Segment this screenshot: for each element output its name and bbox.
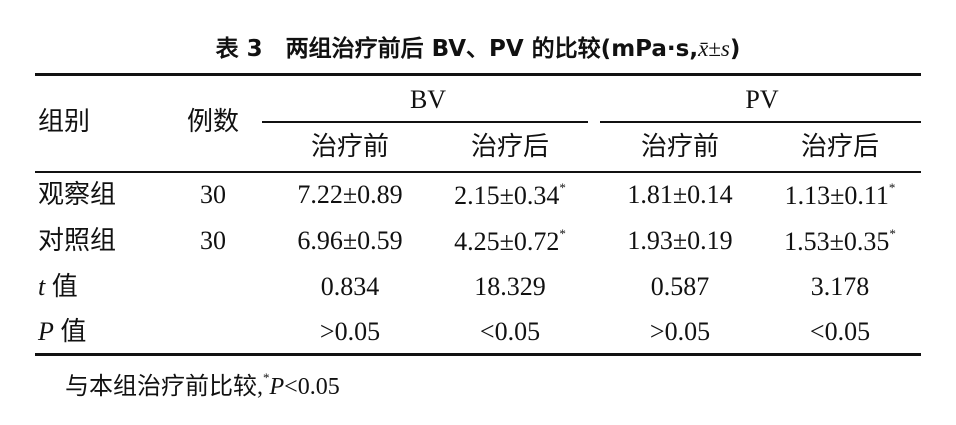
cell-sup: * [888, 180, 896, 195]
cell-text: <0.05 [479, 317, 541, 346]
pv-rule [600, 121, 921, 123]
subheader: 治疗前 [310, 132, 390, 161]
cell-text: 1.53±0.35 [784, 227, 890, 256]
row-label: 观察组 [38, 182, 116, 208]
title-close: ) [729, 36, 741, 62]
cell: 3.178 [811, 274, 870, 300]
cell: 2.15±0.34* [454, 181, 566, 209]
cell: 4.25±0.72* [454, 227, 566, 255]
header-rule [35, 171, 921, 173]
cell-text: 3.178 [810, 272, 870, 301]
cell-text: 18.329 [474, 272, 546, 301]
cell: 1.93±0.19 [627, 228, 732, 254]
subheader: 治疗后 [470, 132, 550, 161]
cell: 1.53±0.35* [784, 227, 896, 255]
row-label-italic: P [38, 317, 54, 346]
cell-text: 1.93±0.19 [627, 226, 733, 255]
row-label-text: 值 [53, 317, 87, 346]
cell-text: <0.05 [809, 317, 871, 346]
subheader: 治疗前 [640, 132, 720, 161]
cell-text: >0.05 [649, 317, 711, 346]
cell-text: >0.05 [319, 317, 381, 346]
cell-sup: * [559, 180, 566, 195]
row-label: t 值 [38, 274, 78, 300]
cell-text: 1.81±0.14 [627, 180, 733, 209]
cell: 1.81±0.14 [627, 182, 732, 208]
cell: 18.329 [474, 274, 546, 300]
footnote: 与本组治疗前比较,*P<0.05 [65, 371, 340, 399]
row-label-text: 观察组 [38, 180, 117, 209]
row-n: 30 [200, 226, 226, 255]
footnote-text: 与本组治疗前比较, [65, 374, 263, 400]
bottom-rule [35, 353, 921, 356]
title: 表 3 两组治疗前后 BV、PV 的比较(mPa·s,x̄±s) [216, 29, 741, 63]
cell: <0.05 [810, 319, 870, 345]
row-label: 对照组 [38, 228, 116, 254]
cell-text: 7.22±0.89 [297, 180, 403, 209]
cell-text: 4.25±0.72 [454, 227, 560, 256]
cell-text: 2.15±0.34 [454, 181, 560, 210]
cell-text: 0.587 [650, 272, 710, 301]
top-rule [35, 73, 921, 76]
footnote-italic: P [269, 374, 285, 400]
subheader: 治疗后 [800, 132, 880, 161]
cell: 0.834 [321, 274, 380, 300]
header-pv: PV [745, 85, 779, 114]
cell-text: 6.96±0.59 [297, 226, 403, 255]
cell: >0.05 [320, 319, 380, 345]
row-label-text: 对照组 [38, 226, 117, 255]
row-label-italic: t [38, 272, 46, 301]
row-n: 30 [200, 180, 226, 209]
cell: 6.96±0.59 [297, 228, 402, 254]
cell-sup: * [559, 226, 566, 241]
row-label-text: 值 [45, 272, 78, 301]
row-label: P 值 [38, 319, 86, 345]
footnote-rest: <0.05 [284, 374, 340, 400]
title-main: 表 3 两组治疗前后 BV、PV 的比较(mPa·s, [215, 36, 699, 62]
cell: >0.05 [650, 319, 710, 345]
cell-text: 0.834 [320, 272, 380, 301]
header-group: 组别 [38, 107, 91, 136]
cell: 0.587 [651, 274, 710, 300]
bv-rule [262, 121, 588, 123]
cell: 1.13±0.11* [785, 181, 896, 209]
cell: <0.05 [480, 319, 540, 345]
footnote-sup: * [263, 370, 270, 385]
header-n: 例数 [186, 107, 240, 136]
title-stat: x̄±s [698, 36, 730, 61]
cell: 7.22±0.89 [297, 182, 402, 208]
cell-text: 1.13±0.11 [784, 181, 889, 210]
header-bv: BV [409, 85, 447, 114]
cell-sup: * [889, 226, 896, 241]
